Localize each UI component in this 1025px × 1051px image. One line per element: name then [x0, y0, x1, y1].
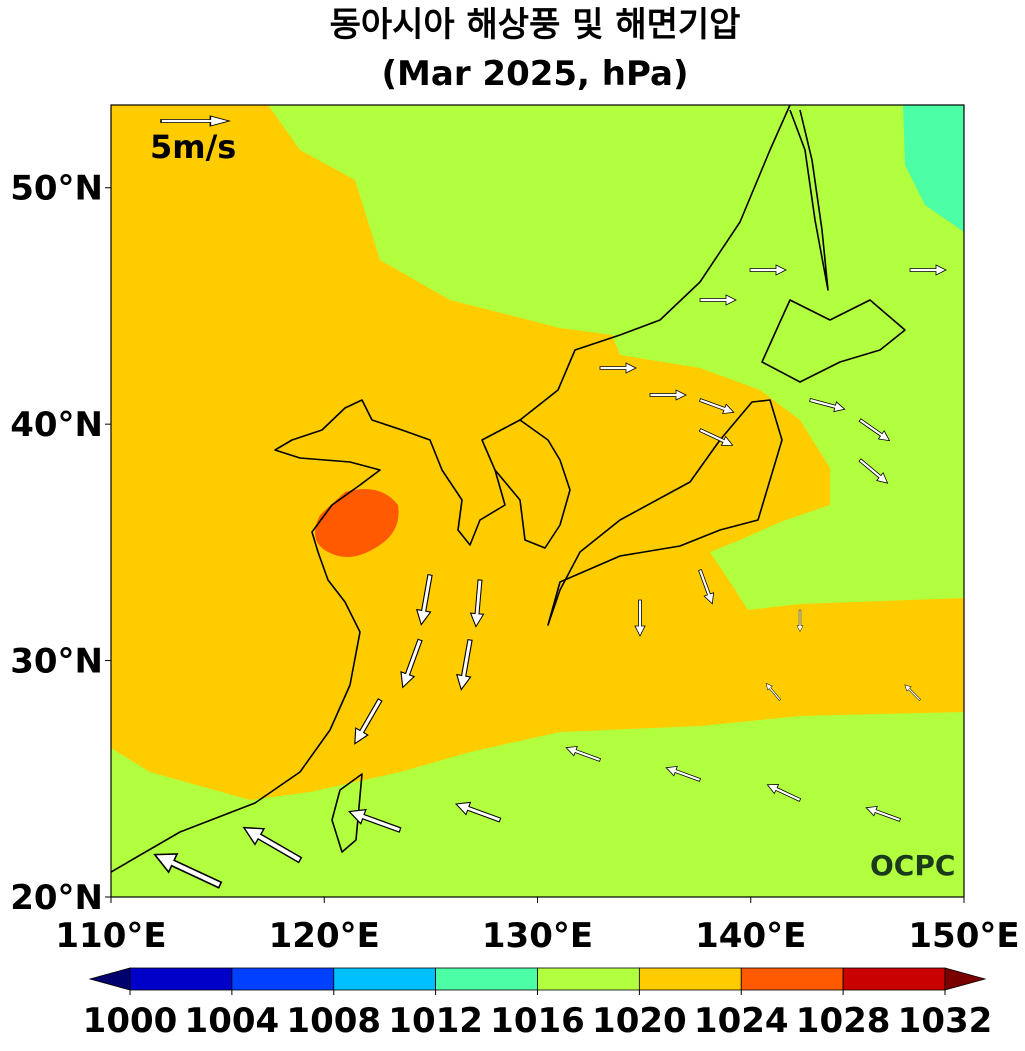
- pressure-fill: [903, 105, 964, 232]
- chart-title: 동아시아 해상풍 및 해면기압: [330, 5, 741, 45]
- colorbar-segment: [638, 967, 742, 991]
- colorbar-tick-label: 1032: [898, 1001, 993, 1041]
- colorbar-tick-label: 1004: [185, 1001, 280, 1041]
- colorbar-segment: [435, 967, 538, 991]
- x-tick-label: 110°E: [55, 916, 166, 956]
- colorbar-extend: [88, 967, 131, 991]
- watermark: OCPC: [870, 849, 955, 882]
- colorbar-segment: [129, 967, 233, 991]
- pressure-fill: [111, 712, 964, 897]
- colorbar-tick-label: 1000: [83, 1001, 178, 1041]
- colorbar-extend: [944, 967, 987, 991]
- pressure-fill: [268, 105, 964, 610]
- colorbar-segment: [740, 967, 844, 991]
- axes: 110°E 120°E 130°E 140°E 150°E 20°N 30°N 40°N 50°…: [10, 169, 1019, 956]
- colorbar-tick-label: 1016: [490, 1001, 585, 1041]
- colorbar-segment: [231, 967, 335, 991]
- coastline: [547, 399, 783, 626]
- x-tick-label: 130°E: [482, 916, 593, 956]
- colorbar-tick-label: 1028: [796, 1001, 891, 1041]
- y-tick-label: 40°N: [10, 405, 103, 445]
- colorbar-tick-label: 1020: [592, 1001, 687, 1041]
- colorbar-tick-label: 1024: [694, 1001, 789, 1041]
- colorbar: 1000 1004 1008 1012 1016 1020 1024 1028 1032: [83, 967, 993, 1041]
- x-tick-label: 150°E: [908, 916, 1019, 956]
- y-tick-label: 30°N: [10, 642, 103, 682]
- y-tick-label: 20°N: [10, 878, 103, 918]
- coastline: [761, 299, 906, 383]
- chart-subtitle: (Mar 2025, hPa): [382, 54, 689, 94]
- coastline: [111, 105, 791, 873]
- coastline: [331, 773, 363, 853]
- reference-vector-label: 5m/s: [150, 128, 236, 166]
- colorbar-tick-label: 1012: [388, 1001, 483, 1041]
- pressure-fill: [315, 488, 399, 558]
- x-tick-label: 140°E: [695, 916, 806, 956]
- colorbar-segment: [842, 967, 946, 991]
- colorbar-segment: [537, 967, 640, 991]
- colorbar-tick-label: 1008: [286, 1001, 381, 1041]
- y-tick-label: 50°N: [10, 169, 103, 209]
- coastline: [494, 419, 571, 549]
- map-area: [111, 105, 964, 897]
- colorbar-segment: [333, 967, 437, 991]
- coastline: [789, 109, 829, 291]
- x-tick-label: 120°E: [269, 916, 380, 956]
